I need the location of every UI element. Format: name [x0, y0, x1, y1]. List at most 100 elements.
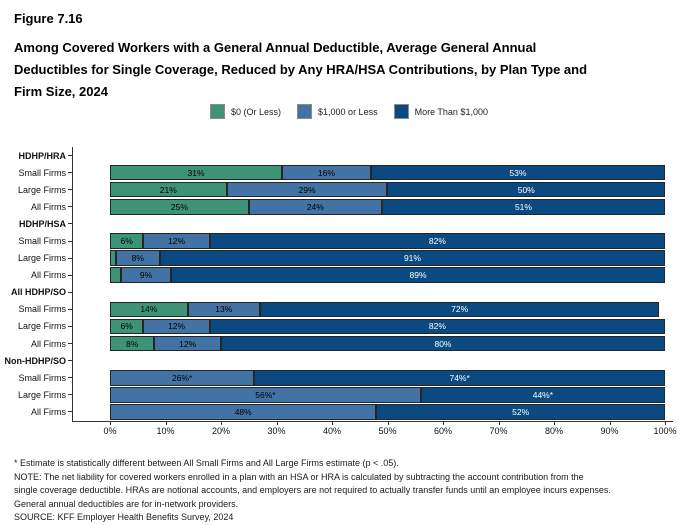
- bar-segment: 12%: [154, 335, 221, 352]
- bar-segment: 6%: [110, 233, 144, 249]
- group-label: HDHP/HRA: [18, 150, 66, 161]
- bar-value-label: 16%: [317, 167, 335, 178]
- x-tick-label: 100%: [653, 426, 677, 436]
- bar-row: Small Firms 26%* 74%*: [0, 369, 698, 386]
- bar-track: 48% 52%: [110, 404, 665, 420]
- x-tick-label: 10%: [156, 426, 175, 436]
- x-tick-label: 60%: [433, 426, 452, 436]
- bar-segment: 25%: [110, 199, 249, 215]
- bar-value-label: 24%: [306, 201, 324, 212]
- bar-row: Large Firms 56%* 44%*: [0, 386, 698, 403]
- bar-segment: 31%: [110, 164, 283, 181]
- bar-value-label: 82%: [428, 236, 446, 247]
- footnote-note-cont2: General annual deductibles are for in-ne…: [14, 498, 239, 509]
- bar-value-label: 48%: [234, 406, 252, 417]
- y-tick-mark: [68, 291, 72, 293]
- bar-track: 9% 89%: [110, 267, 665, 283]
- footnotes: * Estimate is statistically different be…: [14, 457, 611, 525]
- bar-segment: 80%: [220, 335, 665, 352]
- bar-row: Large Firms 8% 91%: [0, 250, 698, 267]
- x-tick-mark: [498, 421, 500, 425]
- bar-value-label: 51%: [514, 201, 532, 212]
- y-tick-mark: [68, 377, 72, 379]
- bar-row: Large Firms 21% 29% 50%: [0, 181, 698, 198]
- bar-value-label: 14%: [140, 304, 158, 315]
- bar-track: 26%* 74%*: [110, 370, 665, 386]
- legend-label: $0 (Or Less): [231, 106, 282, 117]
- footnote-asterisk: * Estimate is statistically different be…: [14, 458, 399, 468]
- y-tick-mark: [68, 189, 72, 191]
- bar-row: All Firms 48% 52%: [0, 403, 698, 420]
- bar-value-label: 50%: [517, 184, 535, 195]
- x-tick-label: 90%: [600, 426, 619, 436]
- row-label: All Firms: [31, 406, 66, 417]
- bar-segment: 72%: [259, 301, 660, 318]
- y-tick-mark: [68, 394, 72, 396]
- y-axis-line: [72, 147, 73, 421]
- bar-track: 8% 91%: [110, 250, 665, 266]
- y-tick-mark: [68, 325, 72, 327]
- row-label: Small Firms: [18, 304, 67, 315]
- group-label: Non-HDHP/SO: [4, 355, 67, 366]
- bar-segment: 82%: [209, 318, 665, 335]
- bar-value-label: 21%: [159, 184, 177, 195]
- legend-swatch-dark-blue: [393, 104, 409, 119]
- bar-value-label: 12%: [168, 236, 186, 247]
- bar-row: Small Firms 31% 16% 53%: [0, 164, 698, 181]
- title-block: Figure 7.16 Among Covered Workers with a…: [14, 11, 599, 103]
- x-tick-label: 80%: [544, 426, 563, 436]
- bar-segment: 48%: [110, 404, 377, 420]
- bar-row: All Firms 8% 12% 80%: [0, 335, 698, 352]
- bar-segment: 89%: [171, 267, 665, 283]
- bar-segment: 29%: [226, 181, 388, 198]
- x-axis-line: [72, 421, 673, 422]
- bar-segment: 91%: [159, 250, 665, 266]
- bar-track: 25% 24% 51%: [110, 199, 665, 215]
- group-label: All HDHP/SO: [10, 287, 66, 298]
- legend-label: $1,000 or Less: [318, 106, 378, 117]
- bar-segment: [110, 250, 116, 266]
- legend-swatch-mid-blue: [297, 104, 313, 119]
- bar-row: Small Firms 6% 12% 82%: [0, 232, 698, 249]
- footnote-source: SOURCE: KFF Employer Health Benefits Sur…: [14, 512, 234, 522]
- x-tick-label: 0%: [103, 426, 117, 436]
- bar-row: All Firms 9% 89%: [0, 267, 698, 284]
- x-tick-label: 30%: [267, 426, 286, 436]
- row-label: Small Firms: [18, 372, 67, 383]
- row-label: Small Firms: [18, 236, 67, 247]
- bar-track: 56%* 44%*: [110, 387, 665, 403]
- group-row: Non-HDHP/SO: [0, 352, 698, 369]
- bar-value-label: 6%: [120, 321, 133, 332]
- y-tick-mark: [68, 308, 72, 310]
- bar-track: 6% 12% 82%: [110, 318, 665, 335]
- footnote-note: NOTE: The net liability for covered work…: [14, 471, 584, 482]
- bar-segment: 8%: [115, 250, 160, 266]
- bar-segment: 51%: [381, 199, 665, 215]
- bar-value-label: 6%: [120, 236, 133, 247]
- row-label: All Firms: [31, 270, 66, 281]
- bar-value-label: 25%: [170, 201, 188, 212]
- y-tick-mark: [68, 172, 72, 174]
- bar-segment: 6%: [110, 318, 144, 335]
- y-tick-mark: [68, 257, 72, 259]
- bar-value-label: 56%*: [255, 389, 276, 400]
- y-tick-mark: [68, 240, 72, 242]
- bar-segment: 44%*: [420, 387, 665, 403]
- x-tick-label: 20%: [211, 426, 230, 436]
- bar-value-label: 74%*: [449, 372, 470, 383]
- bar-value-label: 91%: [403, 253, 421, 264]
- x-tick-mark: [554, 421, 555, 425]
- y-tick-mark: [68, 411, 72, 413]
- y-tick-mark: [68, 206, 72, 208]
- bar-value-label: 44%*: [532, 389, 554, 400]
- bar-value-label: 9%: [139, 270, 153, 281]
- bar-track: 14% 13% 72%: [110, 301, 665, 318]
- bar-value-label: 53%: [509, 167, 527, 178]
- bar-segment: 9%: [121, 267, 172, 283]
- bar-value-label: 82%: [428, 321, 446, 332]
- bar-value-label: 52%: [512, 406, 530, 417]
- x-tick-mark: [332, 421, 333, 425]
- bar-value-label: 13%: [215, 304, 233, 315]
- legend-item-0-or-less: $0 (Or Less): [210, 104, 281, 119]
- bar-segment: 24%: [248, 199, 382, 215]
